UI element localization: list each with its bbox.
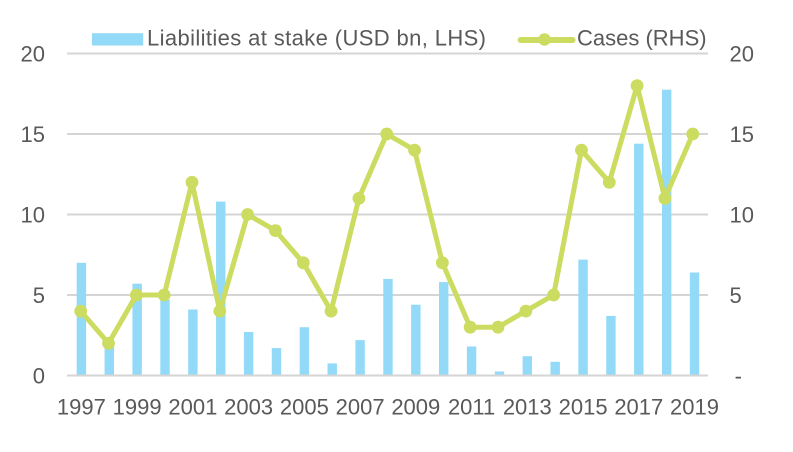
svg-text:2019: 2019 [670,395,719,420]
svg-text:2003: 2003 [224,395,273,420]
svg-text:2007: 2007 [336,395,385,420]
svg-text:15: 15 [21,122,45,147]
svg-text:1997: 1997 [57,395,106,420]
svg-text:5: 5 [730,283,742,308]
svg-text:2005: 2005 [280,395,329,420]
svg-text:Liabilities at stake (USD bn,: Liabilities at stake (USD bn, LHS) [147,26,486,51]
svg-text:1999: 1999 [113,395,162,420]
svg-text:20: 20 [21,41,45,66]
svg-text:2009: 2009 [391,395,440,420]
svg-text:10: 10 [21,202,45,227]
svg-text:2017: 2017 [614,395,663,420]
svg-text:Cases (RHS): Cases (RHS) [577,26,707,51]
svg-text:2011: 2011 [448,395,495,420]
svg-text:10: 10 [730,202,754,227]
svg-text:20: 20 [730,41,754,66]
svg-text:2015: 2015 [559,395,608,420]
svg-text:0: 0 [33,363,45,388]
svg-text:2013: 2013 [503,395,552,420]
svg-text:-: - [735,363,742,388]
svg-text:15: 15 [730,122,754,147]
svg-text:5: 5 [33,283,45,308]
svg-text:2001: 2001 [168,395,217,420]
